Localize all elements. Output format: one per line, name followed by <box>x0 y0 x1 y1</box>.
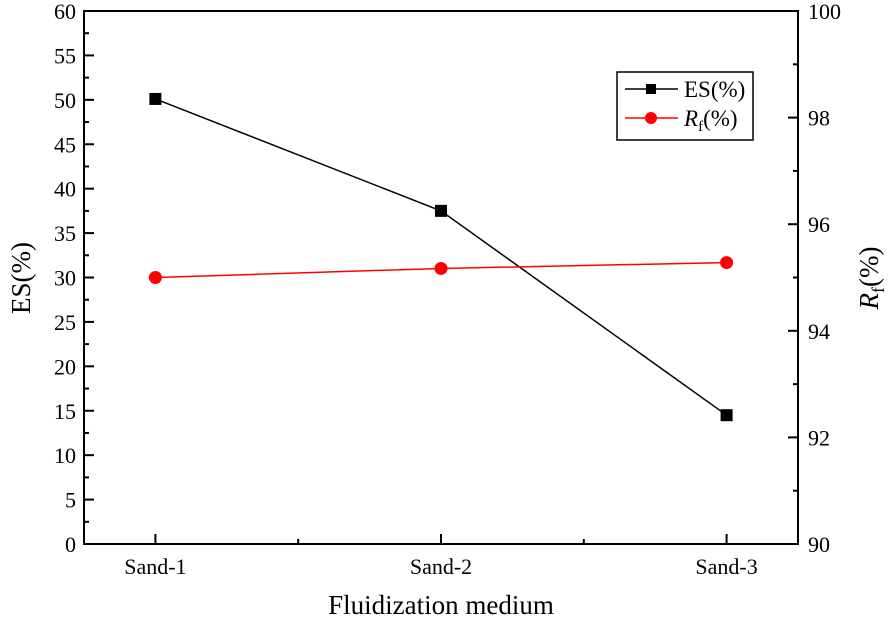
y-left-tick-label: 0 <box>65 532 76 557</box>
y-left-tick-label: 45 <box>54 132 76 157</box>
y-left-tick-label: 10 <box>54 443 76 468</box>
legend: ES(%) Rf(%) <box>616 71 754 141</box>
data-point-es <box>720 409 733 422</box>
y-left-tick-label: 25 <box>54 310 76 335</box>
data-point-rf <box>720 256 734 270</box>
y-right-tick-label: 98 <box>808 106 830 131</box>
y-left-tick-label: 55 <box>54 43 76 68</box>
y-left-tick-label: 5 <box>65 488 76 513</box>
y-right-tick-label: 100 <box>808 0 841 24</box>
y-right-axis-label: Rf(%) <box>854 247 888 311</box>
data-point-rf <box>434 261 448 275</box>
y-left-tick-label: 30 <box>54 266 76 291</box>
x-axis-label: Fluidization medium <box>328 590 554 620</box>
legend-marker-es <box>646 84 656 94</box>
legend-label-rf: Rf(%) <box>683 106 738 135</box>
y-left-tick-label: 35 <box>54 221 76 246</box>
y-right-tick-label: 96 <box>808 212 830 237</box>
x-tick-label: Sand-1 <box>124 554 186 579</box>
x-tick-label: Sand-3 <box>695 554 757 579</box>
legend-marker-rf <box>645 112 657 124</box>
data-point-es <box>149 92 162 105</box>
y-left-tick-label: 20 <box>54 354 76 379</box>
y-left-tick-label: 60 <box>54 0 76 24</box>
y-left-tick-label: 15 <box>54 399 76 424</box>
data-point-rf <box>148 271 162 284</box>
y-left-tick-label: 40 <box>54 177 76 202</box>
y-right-tick-label: 94 <box>808 319 830 344</box>
legend-box <box>616 71 754 141</box>
x-tick-label: Sand-2 <box>410 554 472 579</box>
y-right-tick-label: 90 <box>808 532 830 557</box>
y-right-tick-label: 92 <box>808 425 830 450</box>
legend-label-es: ES(%) <box>684 77 745 102</box>
y-left-tick-label: 50 <box>54 88 76 113</box>
series-line-es <box>155 98 728 416</box>
data-point-es <box>435 204 447 217</box>
y-left-axis-label: ES(%) <box>6 242 36 314</box>
